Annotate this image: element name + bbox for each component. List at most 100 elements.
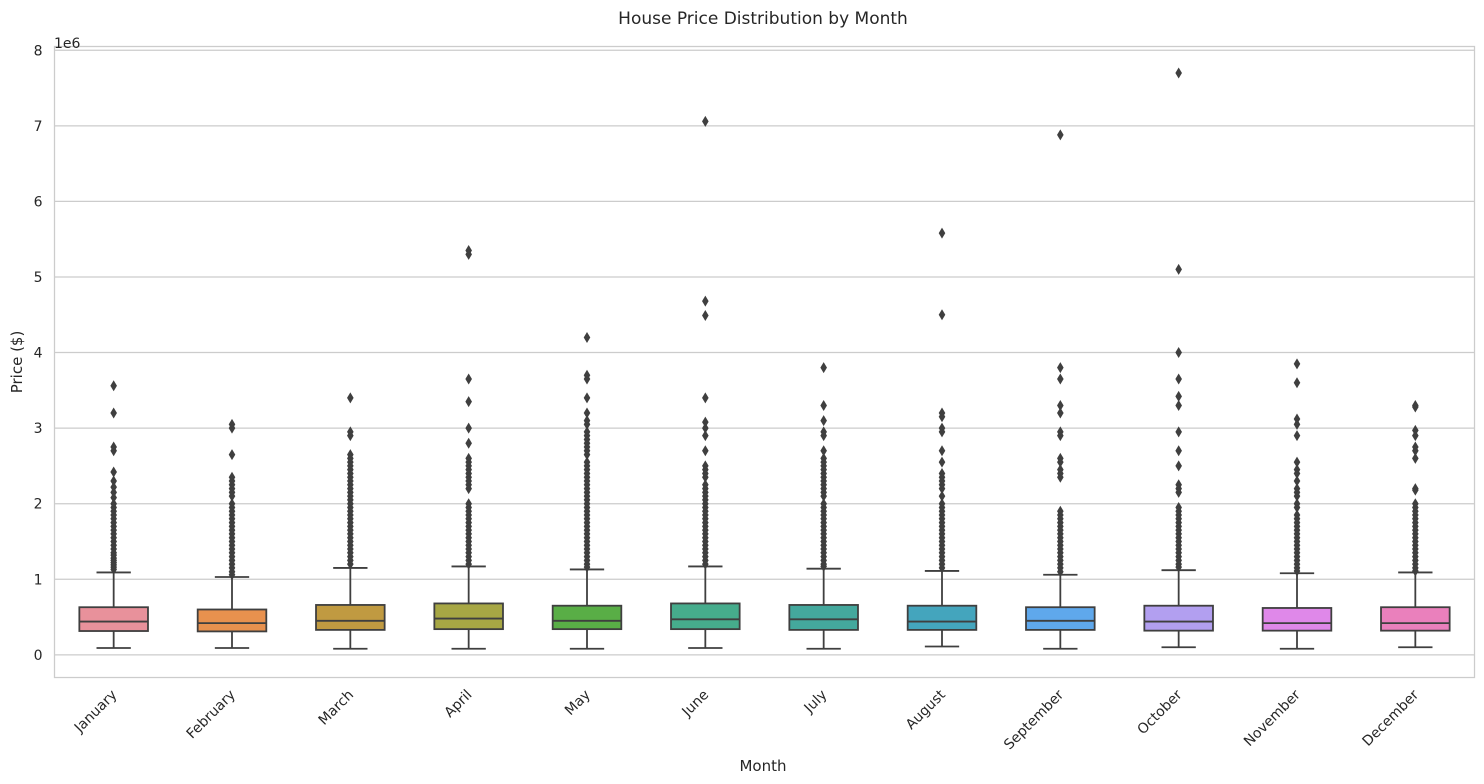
iqr-box (906, 604, 978, 631)
outlier-point (702, 115, 709, 127)
outlier-point (1175, 460, 1182, 472)
outlier-point (1057, 362, 1064, 374)
x-axis-label: Month (739, 757, 786, 775)
y-tick-label: 8 (34, 43, 43, 59)
outlier-point (1175, 426, 1182, 438)
outlier-point (110, 466, 117, 478)
x-tick-label: December (1360, 687, 1423, 750)
outlier-point (1293, 358, 1301, 370)
iqr-box (788, 604, 859, 631)
outlier-point (347, 558, 354, 570)
outlier-point (1293, 467, 1301, 479)
outlier-point (1293, 430, 1301, 442)
outlier-point (1412, 565, 1419, 577)
outlier-point (938, 490, 946, 502)
outlier-point (1293, 501, 1301, 513)
box-august (906, 227, 978, 648)
y-offset-label: 1e6 (54, 36, 81, 52)
outlier-point (1057, 566, 1064, 578)
outlier-point (465, 437, 472, 449)
outlier-point (465, 422, 472, 434)
outlier-point (1175, 263, 1182, 275)
y-tick-label: 2 (34, 497, 43, 513)
outlier-point (1057, 430, 1064, 442)
outlier-point (1175, 373, 1182, 385)
plot-area (54, 46, 1475, 678)
outlier-point (1293, 377, 1301, 389)
box-series (78, 67, 1451, 650)
y-tick-label: 4 (34, 346, 43, 362)
outlier-point (702, 445, 709, 457)
outlier-point (702, 295, 709, 307)
outlier-point (1057, 407, 1064, 419)
x-tick-label: September (1001, 687, 1067, 753)
box-march (315, 392, 386, 650)
outlier-point (583, 407, 591, 419)
outlier-point (1175, 561, 1182, 573)
y-tick-label: 0 (34, 648, 43, 664)
outlier-point (583, 331, 591, 343)
iqr-box (670, 602, 741, 631)
iqr-box (1380, 606, 1451, 632)
outlier-point (938, 483, 946, 495)
outlier-point (1412, 430, 1419, 442)
x-tick-label: October (1135, 687, 1186, 738)
box-july (788, 362, 859, 650)
x-tick-label: July (801, 687, 831, 717)
outlier-point (228, 422, 236, 434)
outlier-point (110, 380, 117, 392)
box-may (551, 331, 623, 650)
iqr-box (551, 604, 623, 631)
outlier-point (938, 456, 946, 468)
outlier-point (702, 310, 709, 322)
outlier-point (1175, 486, 1182, 498)
x-tick-label: May (562, 687, 594, 719)
outlier-point (1293, 490, 1301, 502)
outlier-point (1293, 418, 1301, 430)
outlier-point (1175, 347, 1182, 359)
outlier-point (702, 558, 709, 570)
x-tick-label: February (184, 687, 239, 742)
outlier-point (1412, 445, 1419, 457)
outlier-point (1412, 452, 1419, 464)
y-tick-label: 1 (34, 572, 43, 588)
outlier-point (228, 569, 236, 581)
outlier-point (583, 561, 591, 573)
outlier-point (228, 449, 236, 461)
x-tick-label: April (442, 687, 476, 721)
outlier-point (465, 396, 472, 408)
outlier-point (938, 227, 946, 239)
outlier-point (820, 445, 827, 457)
outlier-point (583, 418, 591, 430)
outlier-point (702, 430, 709, 442)
box-february (196, 418, 268, 649)
iqr-box (196, 608, 268, 633)
outlier-point (938, 411, 946, 423)
outlier-point (347, 392, 354, 404)
outlier-point (1175, 67, 1182, 79)
outlier-point (110, 445, 117, 457)
x-tick-label: June (679, 687, 713, 721)
outlier-point (1293, 456, 1301, 468)
box-january (78, 380, 149, 649)
y-tick-label: 3 (34, 421, 43, 437)
outlier-point (938, 309, 946, 321)
box-september (1025, 129, 1096, 650)
outlier-point (702, 416, 709, 428)
x-tick-label: November (1241, 687, 1304, 750)
outlier-point (465, 248, 472, 260)
gridlines (54, 49, 1475, 656)
outlier-point (1293, 565, 1301, 577)
outlier-point (1175, 390, 1182, 402)
iqr-box (315, 604, 386, 631)
x-axis-ticks: January February March April May June July Augu… (71, 687, 1422, 753)
outlier-point (1057, 456, 1064, 468)
outlier-point (1057, 129, 1064, 141)
y-tick-label: 6 (34, 194, 43, 210)
plot-frame (53, 45, 1476, 679)
outlier-point (465, 483, 472, 495)
iqr-box (78, 606, 149, 632)
outlier-point (820, 399, 827, 411)
box-october (1143, 67, 1214, 649)
y-tick-label: 7 (34, 119, 43, 135)
